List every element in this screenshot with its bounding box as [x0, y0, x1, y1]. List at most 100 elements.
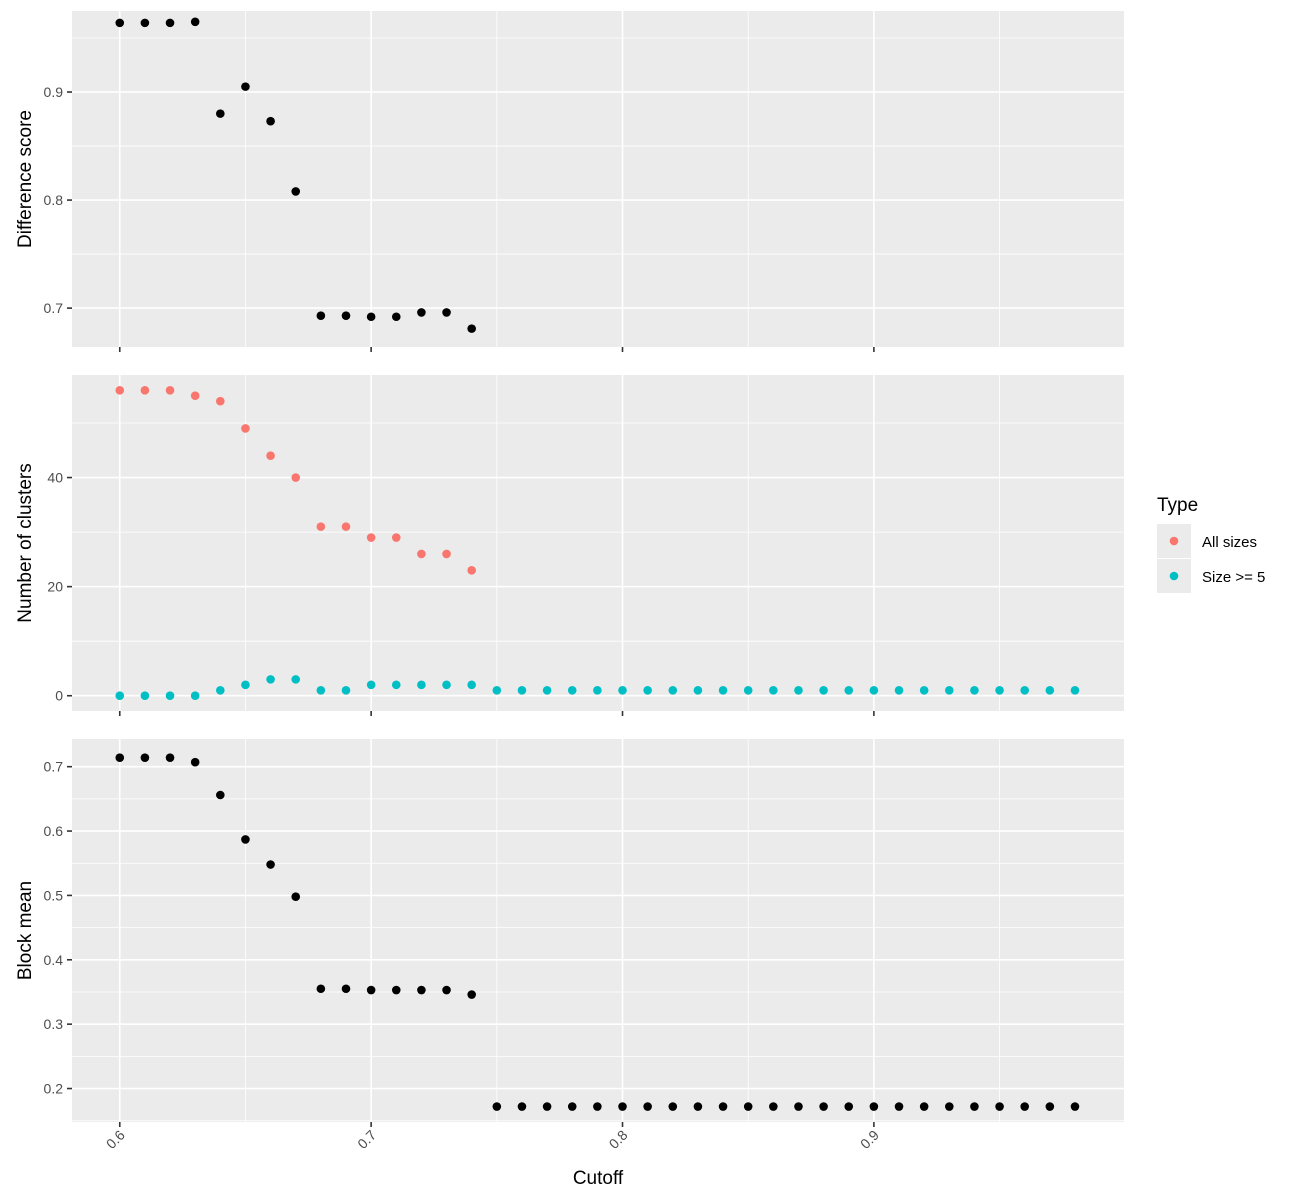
panel-background: [72, 375, 1124, 711]
x-tick-label: 0.9: [857, 1127, 882, 1152]
data-point: [944, 1102, 954, 1111]
data-point: [643, 685, 652, 695]
y-tick-label: 0.4: [44, 952, 64, 968]
data-point: [668, 685, 678, 695]
data-point: [894, 1102, 904, 1111]
data-point: [266, 451, 275, 461]
data-point: [919, 1102, 929, 1111]
y-tick-label: 0.7: [44, 300, 64, 316]
data-point: [115, 385, 125, 395]
data-point: [266, 675, 275, 684]
legend-title: Type: [1157, 495, 1198, 516]
data-point: [693, 685, 703, 695]
panel-2: 0 20 40 Number of clusters: [15, 375, 1124, 716]
data-point: [241, 424, 250, 433]
data-point: [442, 680, 451, 690]
data-point: [190, 391, 200, 401]
y-tick-label: 0.9: [44, 84, 64, 100]
y-axis-title: Block mean: [15, 881, 36, 980]
data-point: [970, 1102, 979, 1111]
data-point: [1070, 1102, 1080, 1111]
data-point: [316, 984, 326, 994]
data-point: [165, 691, 175, 701]
data-point: [366, 680, 376, 690]
data-point: [1020, 1102, 1030, 1111]
data-point: [743, 1102, 753, 1111]
data-point: [1020, 685, 1030, 695]
data-point: [467, 680, 476, 690]
data-point: [140, 691, 150, 701]
data-point: [869, 1102, 879, 1111]
data-point: [1070, 685, 1080, 695]
data-point: [366, 533, 376, 542]
data-point: [819, 685, 828, 695]
y-axis-title: Difference score: [15, 110, 36, 248]
data-point: [467, 324, 476, 333]
data-point: [341, 311, 351, 320]
data-point: [567, 1102, 577, 1111]
data-point: [869, 685, 879, 695]
data-point: [618, 1102, 627, 1111]
data-point: [165, 753, 175, 762]
data-point: [115, 691, 125, 701]
data-point: [542, 1102, 552, 1111]
data-point: [241, 680, 250, 690]
data-point: [542, 685, 552, 695]
data-point: [492, 1102, 502, 1111]
x-tick-label: 0.8: [606, 1127, 631, 1152]
y-tick-label: 0.8: [44, 192, 64, 208]
data-point: [693, 1102, 703, 1111]
data-point: [819, 1102, 828, 1111]
data-point: [769, 685, 778, 695]
data-point: [391, 985, 401, 995]
data-point: [316, 685, 326, 695]
data-point: [316, 311, 326, 320]
data-point: [995, 685, 1004, 695]
legend: Type All sizes Size >= 5: [1157, 495, 1265, 593]
data-point: [417, 985, 426, 995]
data-point: [618, 685, 627, 695]
data-point: [593, 1102, 602, 1111]
data-point: [995, 1102, 1004, 1111]
y-tick-label: 0.2: [44, 1081, 64, 1097]
data-point: [190, 691, 200, 701]
data-point: [1045, 685, 1055, 695]
data-point: [190, 17, 200, 27]
data-point: [165, 18, 175, 28]
data-point: [341, 685, 351, 695]
data-point: [316, 522, 326, 531]
data-point: [417, 680, 426, 690]
data-point: [442, 308, 451, 317]
data-point: [216, 396, 225, 406]
y-tick-label: 0.5: [44, 887, 64, 903]
data-point: [442, 549, 451, 559]
y-tick-label: 0.6: [44, 823, 64, 839]
data-point: [216, 685, 225, 695]
data-point: [769, 1102, 778, 1111]
x-axis-title: Cutoff: [573, 1168, 624, 1189]
y-axis-title: Number of clusters: [15, 463, 36, 622]
data-point: [593, 685, 602, 695]
data-point: [140, 753, 150, 762]
data-point: [266, 860, 275, 869]
data-point: [216, 109, 225, 118]
y-tick-label: 0.3: [44, 1016, 64, 1032]
data-point: [366, 985, 376, 995]
data-point: [341, 522, 351, 531]
data-point: [567, 685, 577, 695]
y-tick-label: 0: [55, 688, 63, 704]
data-point: [668, 1102, 678, 1111]
data-point: [291, 473, 301, 482]
data-point: [794, 1102, 803, 1111]
data-point: [718, 1102, 728, 1111]
data-point: [844, 685, 854, 695]
data-point: [291, 892, 301, 902]
data-point: [216, 790, 225, 800]
data-point: [140, 385, 150, 395]
data-point: [115, 18, 125, 28]
data-point: [643, 1102, 652, 1111]
panel-background: [72, 739, 1124, 1122]
data-point: [794, 685, 803, 695]
data-point: [919, 685, 929, 695]
